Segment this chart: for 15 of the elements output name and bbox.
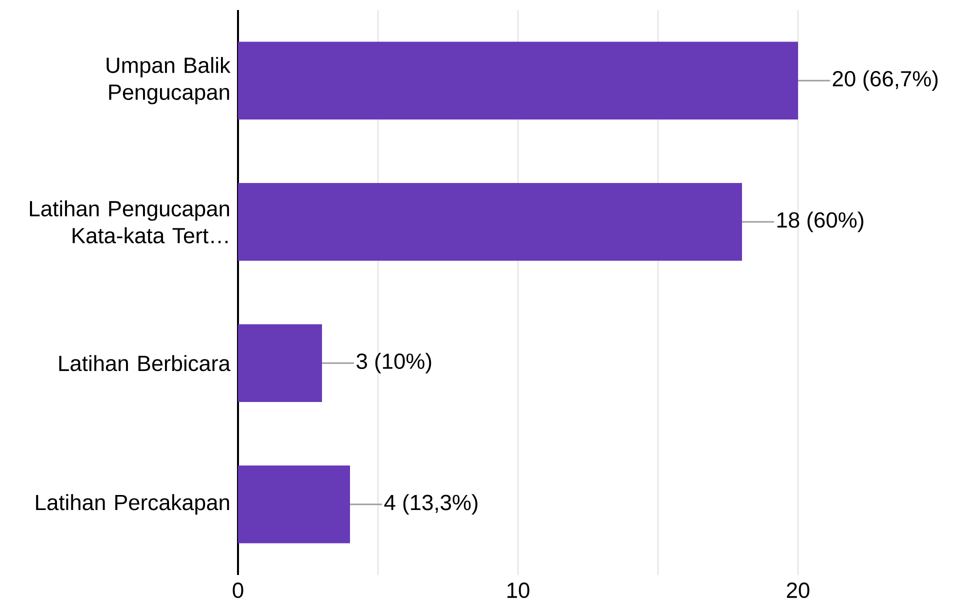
y-tick-label: Latihan Percakapan xyxy=(36,494,230,515)
bar xyxy=(238,466,350,544)
y-tick-label: Umpan Balik Pengucapan xyxy=(106,56,231,104)
data-label: 3 (10%) xyxy=(356,352,432,374)
y-tick-label: Latihan Berbicara xyxy=(59,355,230,372)
bar xyxy=(238,42,798,120)
x-tick-label: 10 xyxy=(507,582,530,598)
data-label: 20 (66,7%) xyxy=(832,70,938,91)
data-label: 18 (60%) xyxy=(777,212,864,232)
bar xyxy=(238,183,742,261)
x-tick-label: 20 xyxy=(786,582,810,598)
x-tick-label: 0 xyxy=(232,582,244,598)
data-label: 4 (13,3%) xyxy=(384,494,478,515)
bar xyxy=(238,324,322,402)
y-tick-label: Latihan Pengucapan Kata-kata Tert… xyxy=(30,200,230,244)
